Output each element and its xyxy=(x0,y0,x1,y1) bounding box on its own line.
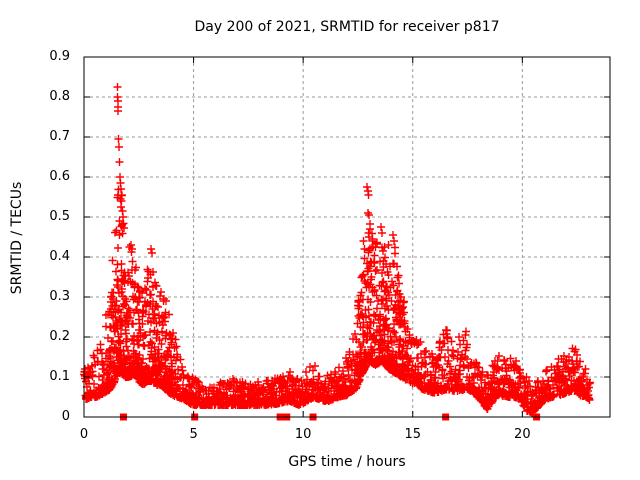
x-tick-label: 20 xyxy=(514,427,531,442)
x-tick-label: 15 xyxy=(404,427,422,442)
y-tick-label: 0.5 xyxy=(49,209,70,224)
y-tick-label: 0.6 xyxy=(49,169,70,184)
y-tick-label: 0.4 xyxy=(49,249,70,264)
y-tick-label: 0.2 xyxy=(49,329,70,344)
y-tick-label: 0.9 xyxy=(49,49,70,64)
scatter-points xyxy=(80,83,594,417)
y-tick-label: 0 xyxy=(61,409,70,424)
x-tick-label: 5 xyxy=(189,427,198,442)
y-tick-label: 0.3 xyxy=(49,289,70,304)
chart-title: Day 200 of 2021, SRMTID for receiver p81… xyxy=(194,19,500,35)
plot-frame xyxy=(83,56,611,418)
x-tick-label: 10 xyxy=(294,427,312,442)
y-axis-title: SRMTID / TECUs xyxy=(9,181,25,295)
y-tick-label: 0.7 xyxy=(49,129,70,144)
y-tick-label: 0.8 xyxy=(49,89,70,104)
grid-lines xyxy=(84,57,610,417)
y-tick-label: 0.1 xyxy=(49,369,70,384)
x-axis-title: GPS time / hours xyxy=(288,454,406,470)
x-tick-label: 0 xyxy=(79,427,89,442)
